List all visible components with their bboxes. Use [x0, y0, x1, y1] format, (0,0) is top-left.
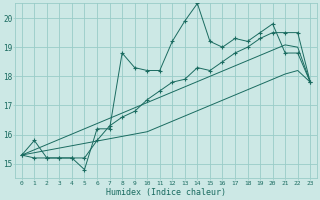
X-axis label: Humidex (Indice chaleur): Humidex (Indice chaleur) — [106, 188, 226, 197]
